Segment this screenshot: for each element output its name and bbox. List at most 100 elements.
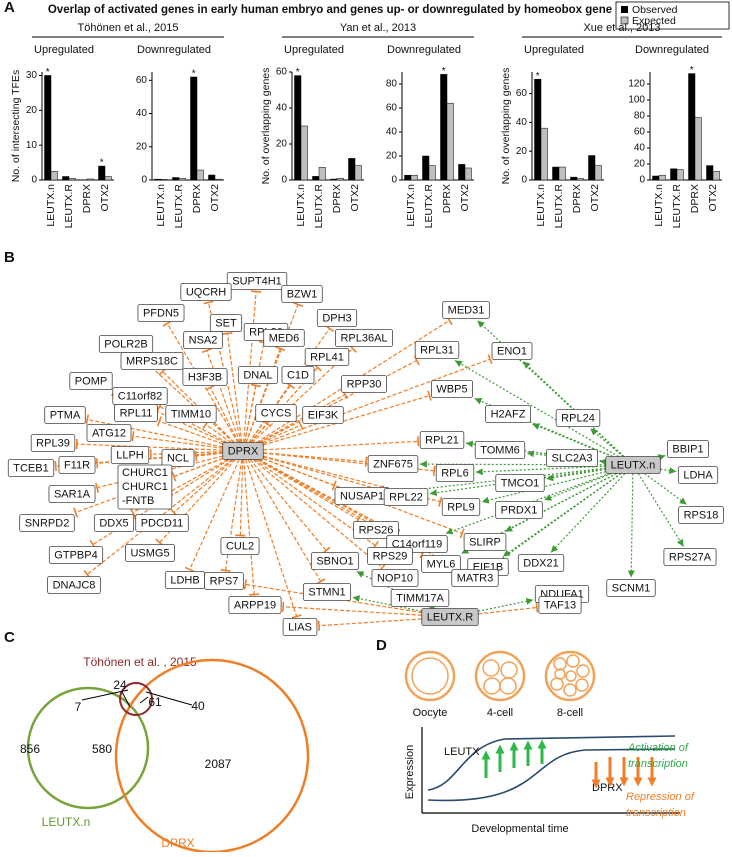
y-tick-label: 40 xyxy=(276,103,288,114)
gene-label: TCEB1 xyxy=(13,462,48,474)
gene-label: SAR1A xyxy=(54,488,91,500)
gene-label: SLIRP xyxy=(469,536,501,548)
y-tick-label: 40 xyxy=(136,108,148,119)
y-tick-label: 20 xyxy=(276,139,288,150)
y-tick-label: 30 xyxy=(26,70,38,81)
bar xyxy=(405,175,412,180)
significance-label: * xyxy=(192,69,196,80)
activation-edge xyxy=(551,474,625,553)
curve-label: LEUTX xyxy=(444,746,480,758)
bar xyxy=(179,178,186,180)
activation-edge xyxy=(631,474,633,578)
activation-edge xyxy=(476,466,606,472)
y-tick-label: 60 xyxy=(516,88,528,99)
bar xyxy=(459,164,466,180)
cell-icon xyxy=(476,652,524,700)
cell-icon xyxy=(500,678,516,694)
y-tick-label: 40 xyxy=(386,127,398,138)
bar xyxy=(313,176,320,180)
venn-set-label: LEUTX.n xyxy=(42,815,91,829)
x-tick-label: DPRX xyxy=(689,184,701,213)
y-tick-label: 0 xyxy=(391,175,397,186)
venn-title: Töhönen et al. , 2015 xyxy=(83,655,197,669)
gene-label: LDHA xyxy=(683,469,713,481)
bar xyxy=(671,169,678,180)
panel-label: C xyxy=(4,629,15,646)
bar xyxy=(355,166,362,180)
gene-label: SNRPD2 xyxy=(25,517,70,529)
gene-label: SCNM1 xyxy=(612,582,651,594)
inhibition-edge xyxy=(240,460,242,536)
cell-icon xyxy=(501,662,517,678)
gene-label: CHURC1 xyxy=(122,467,168,479)
y-tick-label: 20 xyxy=(136,141,148,152)
stage-label: Oocyte xyxy=(413,707,448,719)
gene-label: SLC2A3 xyxy=(552,452,593,464)
x-tick-label: LEUTX.R xyxy=(553,184,565,229)
network-nodes: SUPT4H1UQCRHBZW1PFDN5SETRPL30DPH3MED6NSA… xyxy=(8,273,723,636)
bar xyxy=(319,167,326,180)
hub-label: LEUTX.R xyxy=(427,611,474,623)
activation-edge xyxy=(660,456,665,457)
gene-label: H3F3B xyxy=(188,371,222,383)
x-tick-label: OTX2 xyxy=(707,184,719,212)
cell-icon xyxy=(567,655,579,667)
gene-label: RPS29 xyxy=(373,550,408,562)
gene-label: UQCRH xyxy=(186,286,226,298)
activation-edge xyxy=(478,600,533,611)
gene-label: NCL xyxy=(167,452,189,464)
bar xyxy=(677,170,684,180)
gene-label: SBNO1 xyxy=(316,555,353,567)
oocyte-icon xyxy=(412,658,448,694)
inhibition-edge xyxy=(478,608,537,614)
activation-edge xyxy=(599,461,605,462)
significance-label: * xyxy=(536,71,540,82)
gene-label: TMCO1 xyxy=(501,477,540,489)
bar xyxy=(447,103,454,180)
annotation: Activation of xyxy=(627,742,689,754)
gene-label: C1D xyxy=(287,369,309,381)
gene-label: TOMM6 xyxy=(480,444,520,456)
gene-label: RPL41 xyxy=(310,351,344,363)
bar xyxy=(215,179,222,180)
significance-label: * xyxy=(690,65,694,76)
x-tick-label: DPRX xyxy=(191,184,203,213)
hub-label: LEUTX.n xyxy=(611,459,656,471)
venn-count: 856 xyxy=(20,742,40,756)
cell-icon xyxy=(484,678,500,694)
y-tick-label: 60 xyxy=(634,127,646,138)
gene-label: RPS26 xyxy=(359,524,394,536)
y-tick-label: 0 xyxy=(31,175,37,186)
activation-edge xyxy=(638,474,683,547)
x-tick-label: OTX2 xyxy=(209,184,221,212)
x-tick-label: LEUTX.n xyxy=(295,184,307,227)
bar xyxy=(45,75,52,180)
chart-subtitle: Upregulated xyxy=(284,44,344,56)
venn-count: 580 xyxy=(92,742,112,756)
panel-a-title: Overlap of activated genes in early huma… xyxy=(48,4,612,16)
panel-label: A xyxy=(4,0,15,16)
bar xyxy=(465,168,472,180)
group-title: Xue et al., 2013 xyxy=(583,22,660,34)
group-title: Yan et al., 2013 xyxy=(340,22,416,34)
inhibition-edge xyxy=(248,460,321,582)
x-tick-label: DPRX xyxy=(571,184,583,213)
bar xyxy=(349,158,356,180)
inhibition-edge xyxy=(245,386,256,443)
y-tick-label: 60 xyxy=(136,75,148,86)
gene-label: BBIP1 xyxy=(672,443,703,455)
gene-label: DDX21 xyxy=(523,557,558,569)
y-axis-label: No. of intersecting TFEs xyxy=(10,70,22,182)
gene-label: RPL9 xyxy=(447,501,475,513)
bar xyxy=(209,175,216,180)
gene-label: PFDN5 xyxy=(143,307,179,319)
bar xyxy=(541,128,548,180)
bar xyxy=(577,179,584,180)
bar xyxy=(173,178,180,180)
venn-count: 40 xyxy=(191,699,205,713)
bar xyxy=(429,166,436,180)
bar xyxy=(553,167,560,180)
gene-label: ENO1 xyxy=(497,345,527,357)
inhibition-edge xyxy=(263,441,418,450)
